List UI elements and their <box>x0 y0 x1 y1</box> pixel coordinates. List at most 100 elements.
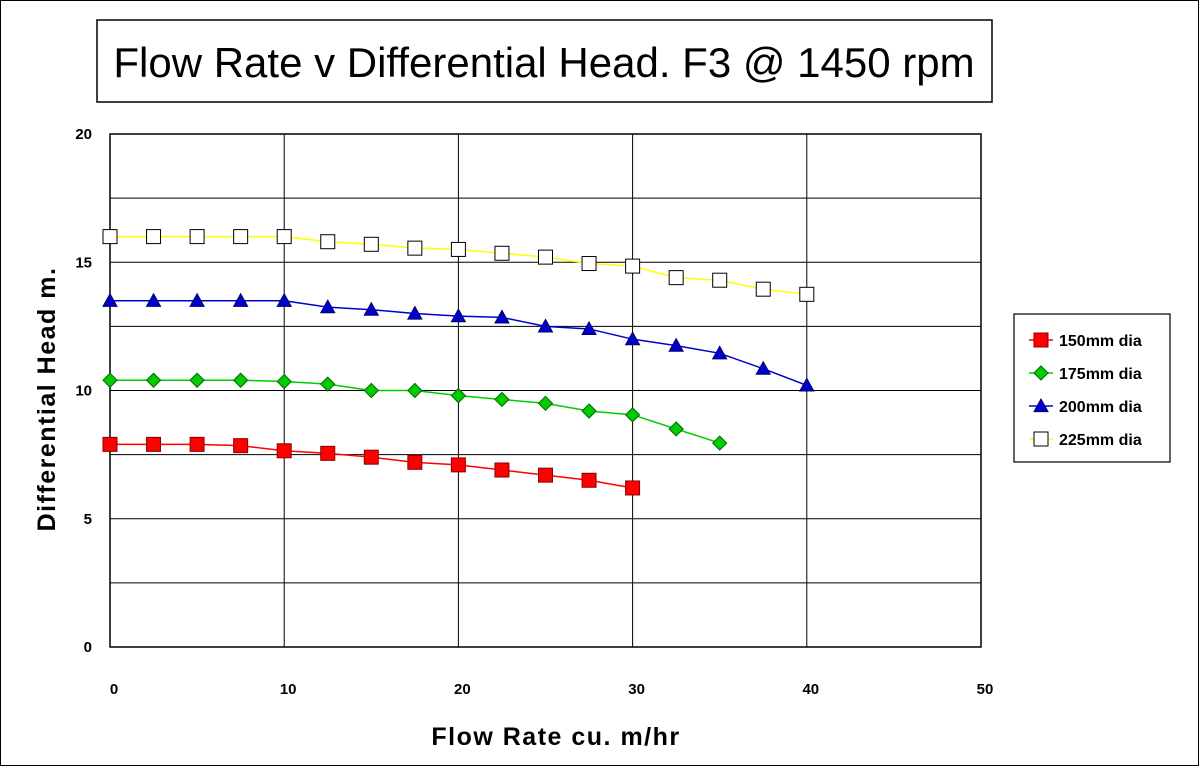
data-point <box>407 382 423 399</box>
data-point <box>189 229 205 245</box>
data-point <box>538 467 553 483</box>
y-tick-label: 15 <box>75 254 92 271</box>
series-200mm-dia <box>102 292 815 392</box>
data-point <box>320 234 336 250</box>
data-point <box>233 229 249 245</box>
x-tick-labels: 0 10 20 30 40 50 <box>110 681 994 698</box>
data-point <box>755 360 772 375</box>
series-150mm-dia <box>102 436 641 496</box>
data-point <box>712 272 728 288</box>
data-point <box>625 480 641 496</box>
data-point <box>450 387 467 404</box>
x-tick-label: 10 <box>280 681 297 698</box>
y-tick-labels: 0 5 10 15 20 <box>75 126 92 656</box>
data-point <box>624 407 641 423</box>
data-point <box>581 256 597 272</box>
data-point <box>363 236 379 252</box>
title-group: Flow Rate v Differential Head. F3 @ 1450… <box>96 19 993 103</box>
data-point <box>319 299 336 314</box>
y-axis-title: Differential Head m. <box>33 267 61 532</box>
series-175mm-dia <box>102 372 728 451</box>
data-point <box>407 454 423 470</box>
legend-label: 225mm dia <box>1059 432 1142 449</box>
data-point <box>407 305 423 320</box>
data-point <box>146 229 162 245</box>
data-point <box>189 436 205 452</box>
legend-item: 175mm dia <box>1029 365 1142 383</box>
data-point <box>494 391 510 408</box>
y-tick-label: 5 <box>84 511 92 528</box>
data-point <box>581 403 597 419</box>
data-point <box>276 229 292 245</box>
legend-marker <box>1033 365 1049 381</box>
data-point <box>276 373 292 390</box>
legend-label: 150mm dia <box>1059 333 1142 350</box>
data-point <box>581 320 597 336</box>
y-tick-label: 20 <box>75 126 92 143</box>
data-point <box>798 377 815 392</box>
data-point <box>755 281 771 297</box>
data-point <box>145 372 162 388</box>
x-tick-label: 50 <box>977 681 994 698</box>
series-layer <box>102 229 815 496</box>
data-point <box>494 462 510 478</box>
data-point <box>363 301 380 316</box>
data-point <box>189 372 205 388</box>
data-point <box>668 421 684 437</box>
data-point <box>625 258 641 274</box>
data-point <box>102 229 118 245</box>
data-point <box>320 376 336 392</box>
data-point <box>232 292 249 307</box>
data-point <box>668 270 684 286</box>
data-point <box>537 318 554 333</box>
data-point <box>799 286 815 302</box>
x-axis-title: Flow Rate cu. m/hr <box>431 723 680 751</box>
x-tick-label: 40 <box>802 681 819 698</box>
data-point <box>450 241 466 257</box>
plot-border <box>109 133 982 648</box>
data-point <box>407 240 423 256</box>
x-tick-label: 30 <box>628 681 645 698</box>
data-point <box>189 292 205 307</box>
y-tick-label: 0 <box>84 639 92 656</box>
data-point <box>363 382 380 399</box>
data-point <box>276 443 292 459</box>
legend: 150mm dia 175mm dia 200mm dia 225mm dia <box>1013 313 1171 463</box>
legend-item: 200mm dia <box>1029 397 1142 416</box>
data-point <box>232 372 249 388</box>
legend-marker <box>1033 431 1049 447</box>
x-tick-label: 20 <box>454 681 471 698</box>
data-point <box>102 436 118 452</box>
data-point <box>538 249 553 265</box>
legend-label: 175mm dia <box>1059 366 1142 383</box>
data-point <box>320 445 336 461</box>
legend-label: 200mm dia <box>1059 399 1142 416</box>
legend-item: 150mm dia <box>1029 332 1142 350</box>
data-point <box>581 472 597 488</box>
data-point <box>450 308 467 323</box>
data-point <box>537 395 554 412</box>
legend-marker <box>1033 332 1049 348</box>
data-point <box>494 245 510 261</box>
data-point <box>668 337 684 352</box>
y-tick-label: 10 <box>75 383 92 400</box>
title-box <box>96 19 993 103</box>
chart-title: Flow Rate v Differential Head. F3 @ 1450… <box>113 39 974 86</box>
data-point <box>146 436 162 452</box>
legend-item: 225mm dia <box>1029 431 1142 449</box>
plot-area <box>109 133 982 648</box>
data-point <box>102 292 118 307</box>
data-point <box>276 292 293 307</box>
data-point <box>711 345 728 360</box>
data-point <box>624 331 641 346</box>
data-point <box>233 438 249 454</box>
data-point <box>102 372 118 388</box>
data-point <box>145 292 162 307</box>
data-point <box>450 457 466 473</box>
data-point <box>363 449 379 465</box>
legend-marker <box>1033 397 1049 413</box>
data-point <box>494 309 510 324</box>
data-point <box>711 435 728 451</box>
